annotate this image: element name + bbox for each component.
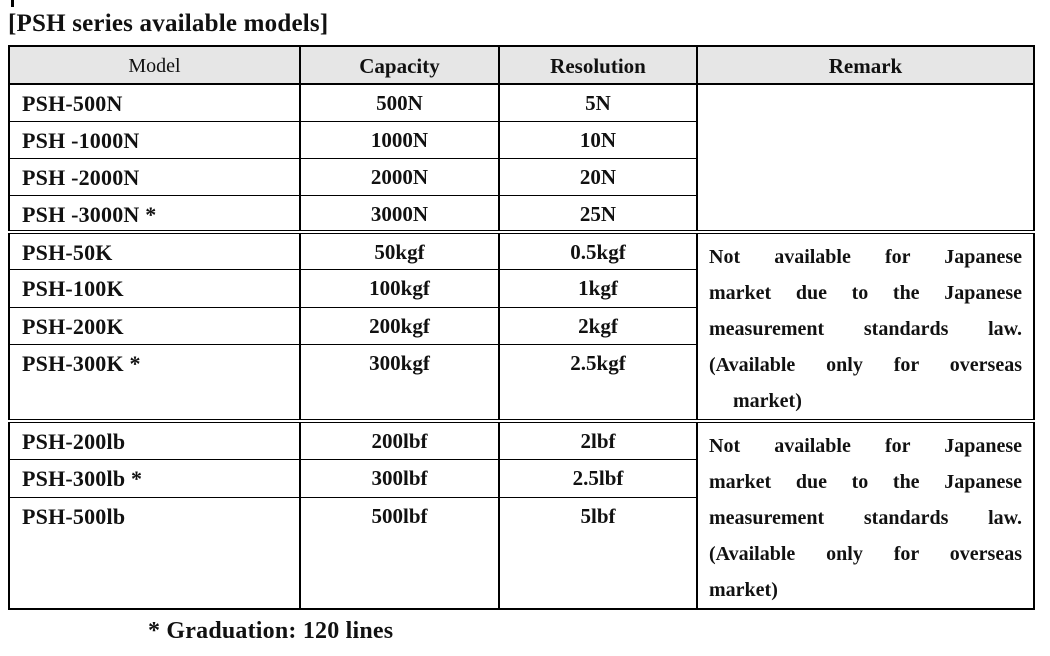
capacity-cell: 300lbf	[299, 458, 500, 498]
remark-line: Not available for Japanese	[709, 246, 1022, 268]
table-row: PSH-200lb 200lbf 2lbf Not available for …	[8, 419, 1035, 610]
resolution-cell: 5lbf	[498, 496, 698, 610]
resolution-cell: 2.5lbf	[498, 458, 698, 498]
remark-line: market)	[709, 579, 778, 601]
model-cell: PSH-500lb	[8, 496, 301, 610]
model-cell: PSH -1000N	[8, 120, 301, 159]
remark-line: market)	[733, 390, 802, 412]
remark-line: measurement standards law.	[709, 318, 1022, 340]
model-cell: PSH-100K	[8, 269, 301, 308]
model-cell: PSH-200K	[8, 306, 301, 346]
remark-cell-lb-group: Not available for Japanese market due to…	[696, 419, 1035, 610]
table-row: PSH-50K 50kgf 0.5kgf Not available for J…	[8, 230, 1035, 422]
capacity-cell: 300kgf	[299, 344, 500, 422]
capacity-cell: 500N	[299, 83, 500, 122]
column-header-resolution: Resolution	[498, 45, 698, 85]
resolution-cell: 2.5kgf	[498, 344, 698, 422]
capacity-cell: 1000N	[299, 120, 500, 159]
model-cell: PSH-300lb *	[8, 458, 301, 498]
table-row: PSH-300K * 300kgf 2.5kgf	[8, 344, 1034, 422]
graduation-footnote: * Graduation: 120 lines	[148, 618, 394, 644]
resolution-cell: 5N	[498, 83, 698, 122]
models-table: Model Capacity Resolution Remark PSH-500…	[8, 45, 1035, 610]
column-header-capacity: Capacity	[299, 45, 500, 85]
remark-cell-n-group-empty	[696, 83, 1035, 233]
resolution-cell: 2lbf	[498, 419, 698, 460]
capacity-cell: 3000N	[299, 194, 500, 233]
scan-artifact	[11, 0, 14, 7]
remark-line: Not available for Japanese	[709, 435, 1022, 457]
resolution-cell: 2kgf	[498, 306, 698, 346]
table-row: PSH-300lb * 300lbf 2.5lbf	[8, 458, 1034, 498]
column-header-remark: Remark	[696, 45, 1035, 85]
resolution-cell: 10N	[498, 120, 698, 159]
table-row: PSH-500N 500N 5N	[8, 83, 1035, 233]
model-cell: PSH-500N	[8, 83, 301, 122]
model-cell: PSH-300K *	[8, 344, 301, 422]
capacity-cell: 2000N	[299, 157, 500, 196]
capacity-cell: 200kgf	[299, 306, 500, 346]
table-row: PSH-100K 100kgf 1kgf	[8, 269, 1034, 308]
remark-cell-k-group: Not available for Japanese market due to…	[696, 230, 1035, 422]
column-header-model: Model	[8, 45, 301, 85]
resolution-cell: 20N	[498, 157, 698, 196]
table-row: PSH-500lb 500lbf 5lbf	[8, 496, 1034, 610]
table-row: PSH -1000N 1000N 10N	[8, 120, 1034, 159]
resolution-cell: 0.5kgf	[498, 230, 698, 271]
page-title: [PSH series available models]	[8, 10, 329, 37]
model-cell: PSH-50K	[8, 230, 301, 271]
capacity-cell: 100kgf	[299, 269, 500, 308]
capacity-cell: 50kgf	[299, 230, 500, 271]
remark-line: market due to the Japanese	[709, 282, 1022, 304]
capacity-cell: 200lbf	[299, 419, 500, 460]
model-cell: PSH -2000N	[8, 157, 301, 196]
resolution-cell: 1kgf	[498, 269, 698, 308]
model-cell: PSH -3000N *	[8, 194, 301, 233]
capacity-cell: 500lbf	[299, 496, 500, 610]
remark-line: measurement standards law.	[709, 507, 1022, 529]
remark-line: market due to the Japanese	[709, 471, 1022, 493]
model-cell: PSH-200lb	[8, 419, 301, 460]
table-row: PSH-200K 200kgf 2kgf	[8, 306, 1034, 346]
remark-line: (Available only for overseas	[709, 354, 1022, 376]
remark-line: (Available only for overseas	[709, 543, 1022, 565]
resolution-cell: 25N	[498, 194, 698, 233]
table-header-row: Model Capacity Resolution Remark	[8, 45, 1035, 85]
